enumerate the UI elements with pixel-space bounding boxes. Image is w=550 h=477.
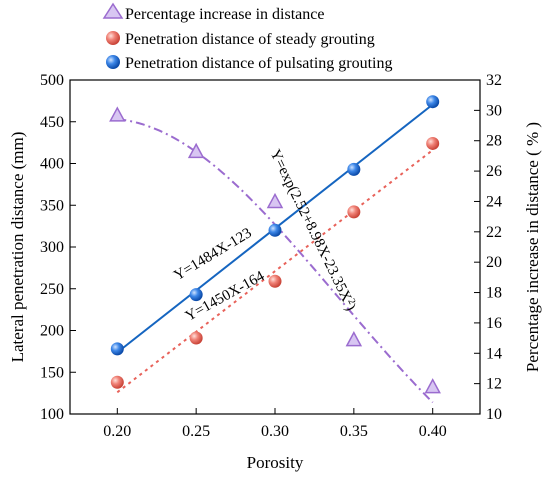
y-tick-label-right: 10 — [486, 406, 502, 423]
point-percentage — [266, 192, 284, 209]
y-tick-label-right: 12 — [486, 376, 502, 393]
y-tick-label-right: 14 — [486, 345, 502, 362]
point-percentage — [109, 106, 126, 122]
point-steady — [426, 136, 440, 150]
y-tick-label-left: 200 — [40, 323, 64, 340]
y-tick-label-left: 250 — [40, 281, 64, 298]
point-steady — [110, 375, 124, 389]
legend-label-steady: Penetration distance of steady grouting — [125, 31, 375, 48]
y-axis-title-left: Lateral penetration distance (mm) — [8, 132, 27, 363]
y-tick-label-right: 24 — [486, 193, 502, 210]
y-tick-label-right: 28 — [486, 133, 502, 150]
y-tick-label-right: 20 — [486, 254, 502, 271]
y-tick-label-left: 400 — [40, 156, 64, 173]
legend-marker-steady — [106, 31, 120, 45]
fit-line-1 — [116, 149, 434, 394]
point-pulsating — [189, 288, 203, 302]
y-tick-label-right: 16 — [486, 315, 502, 332]
legend-label-percentage: Percentage increase in distance — [125, 6, 324, 23]
point-pulsating — [347, 162, 361, 176]
y-tick-label-left: 150 — [40, 364, 64, 381]
point-steady — [347, 205, 361, 219]
y-tick-label-left: 500 — [40, 72, 64, 89]
y-tick-label-left: 300 — [40, 239, 64, 256]
x-axis-title: Porosity — [247, 453, 304, 472]
x-tick-label: 0.35 — [340, 423, 368, 440]
y-tick-label-right: 30 — [486, 102, 502, 119]
axis-ticks: 0.20 0.25 0.30 0.35 0.40 100 150 200 250 300 350 40… — [40, 72, 502, 440]
y-axis-title-right: Percentage increase in distance ( % ) — [523, 122, 542, 372]
x-tick-label: 0.25 — [182, 423, 210, 440]
x-tick-label: 0.30 — [261, 423, 289, 440]
y-tick-label-right: 32 — [486, 72, 502, 89]
legend-marker-pulsating — [106, 55, 120, 69]
legend: Percentage increase in distance Penetrat… — [102, 2, 393, 72]
y-tick-label-left: 450 — [40, 114, 64, 131]
point-pulsating — [110, 342, 124, 356]
legend-label-pulsating: Penetration distance of pulsating grouti… — [125, 55, 393, 72]
x-tick-label: 0.20 — [103, 423, 131, 440]
y-tick-label-right: 18 — [486, 285, 502, 302]
data-points — [109, 95, 441, 394]
point-steady — [268, 274, 282, 288]
y-tick-label-right: 26 — [486, 163, 502, 180]
point-percentage — [187, 142, 205, 159]
point-pulsating — [268, 223, 282, 237]
x-tick-label: 0.40 — [419, 423, 447, 440]
plot-frame — [69, 79, 481, 415]
point-steady — [189, 331, 203, 345]
point-percentage — [345, 331, 363, 347]
point-pulsating — [426, 95, 440, 109]
legend-marker-percentage — [102, 2, 124, 19]
y-tick-label-right: 22 — [486, 224, 502, 241]
y-tick-label-left: 100 — [40, 406, 64, 423]
point-percentage — [424, 378, 441, 394]
y-tick-label-left: 350 — [40, 197, 64, 214]
